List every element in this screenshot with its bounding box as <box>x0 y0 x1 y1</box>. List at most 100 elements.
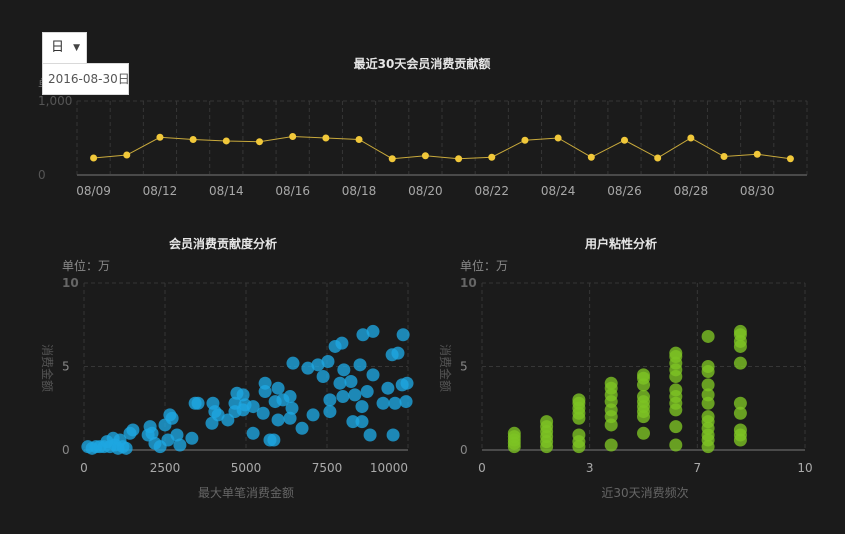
data-point[interactable] <box>271 413 285 427</box>
data-point[interactable] <box>604 438 618 452</box>
data-point[interactable] <box>521 136 529 144</box>
data-point[interactable] <box>396 328 410 342</box>
data-point[interactable] <box>90 154 98 162</box>
data-point[interactable] <box>400 376 414 390</box>
data-point[interactable] <box>283 411 297 425</box>
data-point[interactable] <box>246 426 260 440</box>
data-point[interactable] <box>185 431 199 445</box>
data-point[interactable] <box>286 356 300 370</box>
data-point[interactable] <box>733 324 747 338</box>
data-point[interactable] <box>363 428 377 442</box>
data-point[interactable] <box>256 138 263 146</box>
data-point[interactable] <box>587 153 595 161</box>
data-point[interactable] <box>283 390 297 404</box>
data-point[interactable] <box>191 396 205 410</box>
data-point[interactable] <box>654 154 662 162</box>
data-point[interactable] <box>720 153 728 160</box>
data-point[interactable] <box>321 354 335 368</box>
data-point[interactable] <box>637 426 650 440</box>
data-point[interactable] <box>488 153 496 161</box>
data-point[interactable] <box>669 438 683 452</box>
caret-down-icon[interactable]: ▼ <box>73 43 80 53</box>
data-point[interactable] <box>246 400 260 414</box>
data-point[interactable] <box>669 420 683 434</box>
data-point[interactable] <box>322 134 330 142</box>
data-point[interactable] <box>604 376 618 390</box>
data-point[interactable] <box>386 428 400 442</box>
data-point[interactable] <box>344 375 358 389</box>
data-point[interactable] <box>170 428 184 442</box>
data-point[interactable] <box>295 421 309 435</box>
data-point[interactable] <box>366 368 380 382</box>
data-point[interactable] <box>189 135 197 143</box>
data-point[interactable] <box>572 393 586 407</box>
data-point[interactable] <box>701 378 715 392</box>
data-point[interactable] <box>289 133 297 141</box>
data-point[interactable] <box>733 356 747 370</box>
data-point[interactable] <box>236 388 250 402</box>
data-point[interactable] <box>388 155 396 163</box>
data-point[interactable] <box>388 396 402 410</box>
data-point[interactable] <box>335 336 349 350</box>
data-point[interactable] <box>346 415 360 429</box>
data-point[interactable] <box>123 151 131 159</box>
data-point[interactable] <box>687 134 695 142</box>
data-point[interactable] <box>222 137 230 145</box>
data-point[interactable] <box>256 406 270 420</box>
data-point[interactable] <box>669 346 683 360</box>
data-point[interactable] <box>156 133 164 141</box>
data-point[interactable] <box>165 411 179 425</box>
data-point[interactable] <box>701 360 715 373</box>
data-point[interactable] <box>285 401 299 415</box>
data-point[interactable] <box>323 405 337 419</box>
data-point[interactable] <box>366 324 380 338</box>
data-point[interactable] <box>271 381 285 395</box>
data-point[interactable] <box>301 361 315 375</box>
data-point[interactable] <box>733 396 747 410</box>
data-point[interactable] <box>355 135 363 143</box>
data-point[interactable] <box>621 136 628 144</box>
data-point[interactable] <box>391 346 405 360</box>
data-point[interactable] <box>119 441 133 455</box>
data-point[interactable] <box>786 155 794 163</box>
data-point[interactable] <box>145 426 159 440</box>
data-point[interactable] <box>306 408 320 422</box>
data-point[interactable] <box>669 383 683 397</box>
data-point[interactable] <box>381 381 395 395</box>
data-point[interactable] <box>355 400 369 414</box>
data-point[interactable] <box>211 408 225 422</box>
data-point[interactable] <box>316 370 330 384</box>
data-point[interactable] <box>336 390 350 404</box>
period-select-dropdown[interactable]: 日 ▼ <box>42 32 87 64</box>
data-point[interactable] <box>337 363 351 377</box>
data-point[interactable] <box>637 368 650 382</box>
data-point[interactable] <box>323 393 337 407</box>
data-point[interactable] <box>348 388 362 402</box>
data-point[interactable] <box>733 406 747 420</box>
data-point[interactable] <box>360 385 374 399</box>
data-point[interactable] <box>353 358 367 372</box>
data-point[interactable] <box>356 328 370 342</box>
data-point[interactable] <box>173 438 187 452</box>
data-point[interactable] <box>267 433 281 447</box>
data-point[interactable] <box>554 134 562 142</box>
data-point[interactable] <box>733 423 747 437</box>
data-point[interactable] <box>355 415 369 429</box>
data-point[interactable] <box>333 376 347 390</box>
data-point[interactable] <box>399 395 413 409</box>
data-point[interactable] <box>455 155 463 163</box>
data-point[interactable] <box>376 396 390 410</box>
data-point[interactable] <box>701 410 715 424</box>
data-point[interactable] <box>311 358 325 372</box>
data-point[interactable] <box>701 329 715 343</box>
data-point[interactable] <box>258 385 272 399</box>
data-point[interactable] <box>126 423 140 437</box>
data-point[interactable] <box>637 390 650 404</box>
data-point[interactable] <box>701 388 715 402</box>
date-option[interactable]: 2016-08-30日 <box>42 63 130 95</box>
data-point[interactable] <box>507 426 521 440</box>
data-point[interactable] <box>421 152 429 160</box>
data-point[interactable] <box>572 428 586 442</box>
data-point[interactable] <box>753 150 761 158</box>
data-point[interactable] <box>540 415 554 429</box>
